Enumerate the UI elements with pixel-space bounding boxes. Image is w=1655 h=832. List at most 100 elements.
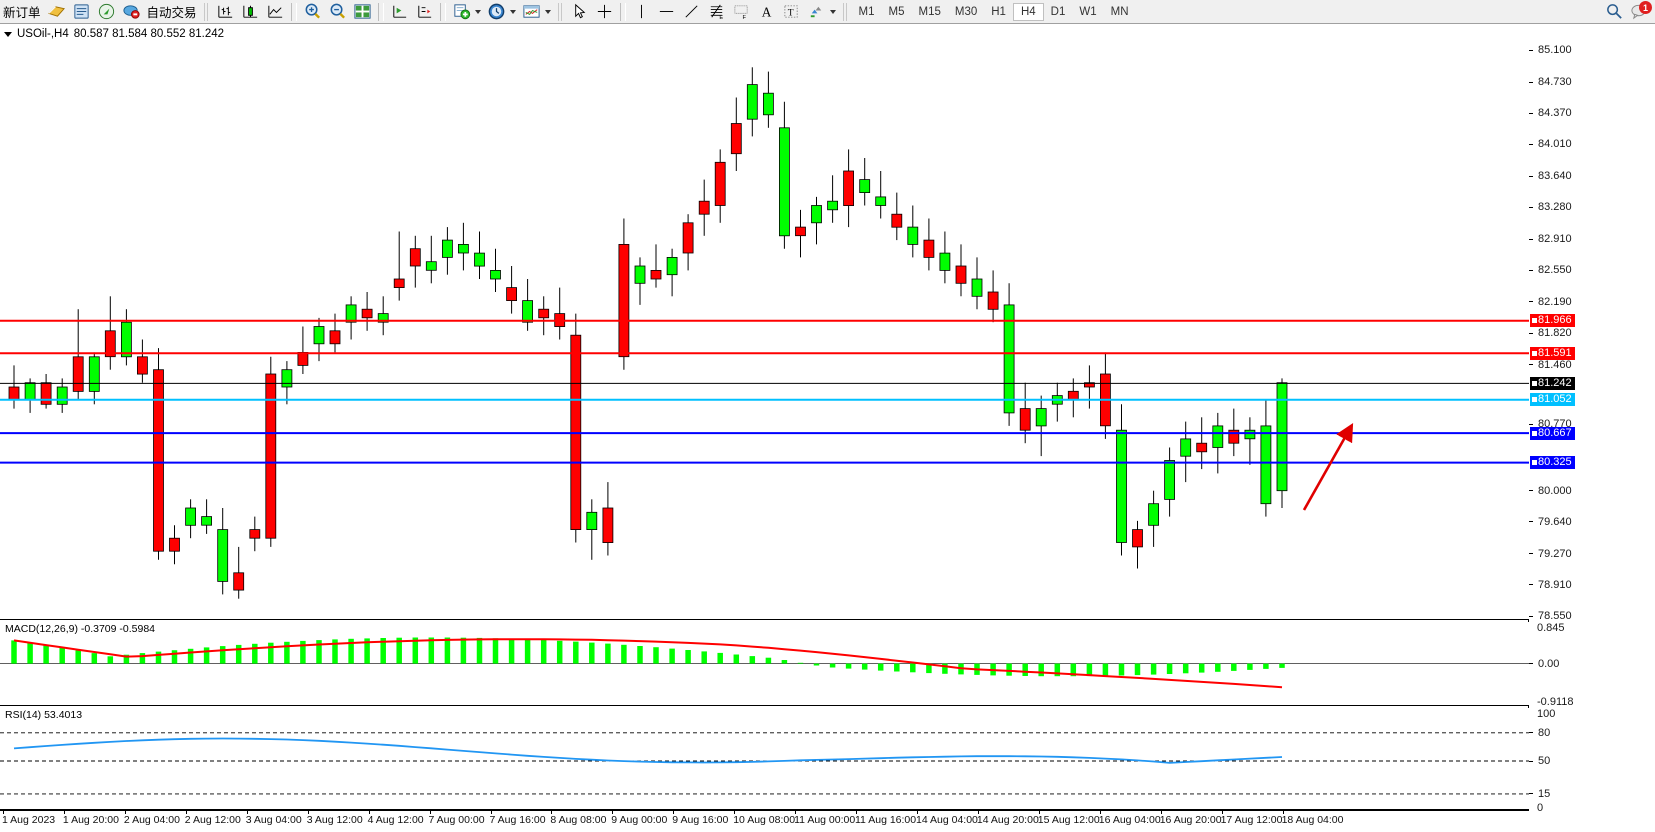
- search-icon[interactable]: [1605, 2, 1624, 21]
- time-tick: 11 Aug 16:00: [855, 810, 917, 826]
- toolbar-grip[interactable]: [203, 2, 209, 21]
- price-axis[interactable]: 85.100 84.730 84.370 84.010 83.640 83.280 82.9…: [1529, 24, 1655, 832]
- rsi-tick: 80: [1529, 727, 1655, 739]
- period-clock-button[interactable]: [484, 1, 519, 23]
- timeframe-m15[interactable]: M15: [918, 5, 941, 18]
- new-order-label: 新订单: [3, 6, 41, 20]
- svg-text:E: E: [719, 15, 723, 21]
- zoom-out-icon[interactable]: [325, 1, 350, 23]
- price-level-label[interactable]: 81.966: [1530, 314, 1575, 328]
- text-label-icon[interactable]: T: [779, 1, 804, 23]
- svg-text:T: T: [787, 8, 793, 18]
- macd-label: MACD(12,26,9) -0.3709 -0.5984: [5, 623, 155, 635]
- time-tick: 7 Aug 16:00: [489, 810, 546, 826]
- price-tick: 83.280: [1529, 201, 1655, 213]
- macd-series: [0, 637, 1529, 689]
- price-level-label[interactable]: 81.591: [1530, 346, 1575, 360]
- shift-end-icon[interactable]: [387, 1, 412, 23]
- timeframe-m1[interactable]: M1: [858, 5, 875, 18]
- templates-button[interactable]: [519, 1, 554, 23]
- time-tick: 2 Aug 12:00: [184, 810, 241, 826]
- price-tick: 82.910: [1529, 233, 1655, 245]
- alert-count-badge: 1: [1639, 1, 1652, 14]
- line-chart-icon[interactable]: [263, 1, 288, 23]
- timeframe-m30[interactable]: M30: [954, 5, 978, 18]
- chevron-down-icon[interactable]: [509, 9, 516, 14]
- time-tick: 14 Aug 20:00: [976, 810, 1039, 826]
- time-tick: 7 Aug 00:00: [428, 810, 485, 826]
- timeframe-group: M1 M5 M15 M30 H1 H4 D1 W1 MN: [852, 2, 1136, 21]
- timeframe-m5[interactable]: M5: [888, 5, 905, 18]
- time-tick: 9 Aug 16:00: [672, 810, 729, 826]
- candlestick-icon[interactable]: [238, 1, 263, 23]
- time-tick: 15 Aug 12:00: [1037, 810, 1100, 826]
- horizontal-line-icon[interactable]: [654, 1, 679, 23]
- vertical-line-icon[interactable]: [629, 1, 654, 23]
- cursor-icon[interactable]: [567, 1, 592, 23]
- time-tick: 16 Aug 20:00: [1159, 810, 1222, 826]
- time-tick: 11 Aug 00:00: [794, 810, 856, 826]
- chevron-down-icon[interactable]: [474, 9, 481, 14]
- price-panel[interactable]: [0, 24, 1529, 620]
- new-order-button[interactable]: 新订单: [0, 1, 44, 23]
- label-icon[interactable]: F: [729, 1, 754, 23]
- toolbar-separator: [377, 2, 384, 21]
- price-tick: 85.100: [1529, 44, 1655, 56]
- toolbar-separator: [619, 2, 626, 21]
- symbol-label: USOil-,H4: [17, 28, 69, 40]
- macd-tick: 0.845: [1537, 622, 1565, 634]
- rsi-tick: 100: [1537, 708, 1556, 720]
- zoom-in-icon[interactable]: [300, 1, 325, 23]
- price-level-label[interactable]: 81.242: [1530, 376, 1575, 390]
- annotation-arrow-icon[interactable]: [1290, 422, 1370, 522]
- price-level-label[interactable]: 80.667: [1530, 426, 1575, 440]
- price-tick: 78.550: [1529, 610, 1655, 622]
- time-axis[interactable]: 1 Aug 2023 1 Aug 20:00 2 Aug 04:00 2 Aug 12…: [0, 810, 1529, 832]
- toolbar-separator: [439, 2, 446, 21]
- autotrading-icon[interactable]: [119, 1, 144, 23]
- trendline-icon[interactable]: [679, 1, 704, 23]
- time-tick: 18 Aug 04:00: [1281, 810, 1344, 826]
- time-tick: 3 Aug 12:00: [306, 810, 363, 826]
- autotrading-button[interactable]: 自动交易: [144, 1, 200, 23]
- timeframe-d1[interactable]: D1: [1050, 5, 1066, 18]
- alerts-icon[interactable]: 1: [1630, 1, 1652, 21]
- macd-panel[interactable]: MACD(12,26,9) -0.3709 -0.5984: [0, 622, 1529, 706]
- navigator-icon[interactable]: [94, 1, 119, 23]
- macd-tick: -0.9118: [1537, 696, 1574, 708]
- price-tick: 80.000: [1529, 485, 1655, 497]
- price-tick: 84.370: [1529, 107, 1655, 119]
- price-level-label[interactable]: 80.325: [1530, 456, 1575, 470]
- objects-button[interactable]: [804, 1, 839, 23]
- timeframe-mn[interactable]: MN: [1110, 5, 1129, 18]
- main-toolbar: 新订单 自动交易: [0, 0, 1655, 24]
- book-icon[interactable]: [44, 1, 69, 23]
- rsi-tick: 50: [1529, 755, 1655, 767]
- price-tick: 81.820: [1529, 327, 1655, 339]
- auto-scroll-icon[interactable]: [412, 1, 437, 23]
- chevron-down-icon[interactable]: [544, 9, 551, 14]
- toolbar-grip[interactable]: [842, 2, 848, 21]
- tile-windows-icon[interactable]: [350, 1, 375, 23]
- price-tick: 78.910: [1529, 579, 1655, 591]
- indicator-add-button[interactable]: [449, 1, 484, 23]
- rsi-panel[interactable]: RSI(14) 53.4013: [0, 708, 1529, 810]
- chevron-down-icon[interactable]: [4, 31, 12, 37]
- text-icon[interactable]: A: [754, 1, 779, 23]
- crosshair-icon[interactable]: [592, 1, 617, 23]
- timeframe-h4[interactable]: H4: [1012, 2, 1044, 21]
- chevron-down-icon[interactable]: [829, 9, 836, 14]
- bar-chart-icon[interactable]: [213, 1, 238, 23]
- ohlc-values: 80.587 81.584 80.552 81.242: [73, 28, 225, 40]
- timeframe-w1[interactable]: W1: [1079, 5, 1097, 18]
- chart-area[interactable]: USOil-,H4 80.587 81.584 80.552 81.242 MA…: [0, 24, 1655, 832]
- toolbar-right-group: 1: [1605, 1, 1655, 21]
- timeframe-h1[interactable]: H1: [991, 5, 1006, 18]
- fibo-icon[interactable]: E: [704, 1, 729, 23]
- toolbar-separator: [290, 2, 297, 21]
- toolbar-grip[interactable]: [557, 2, 563, 21]
- data-window-icon[interactable]: [69, 1, 94, 23]
- price-level-label[interactable]: 81.052: [1530, 393, 1575, 407]
- price-tick: 82.190: [1529, 296, 1655, 308]
- plot-stack: MACD(12,26,9) -0.3709 -0.5984 RSI(14) 53…: [0, 24, 1529, 810]
